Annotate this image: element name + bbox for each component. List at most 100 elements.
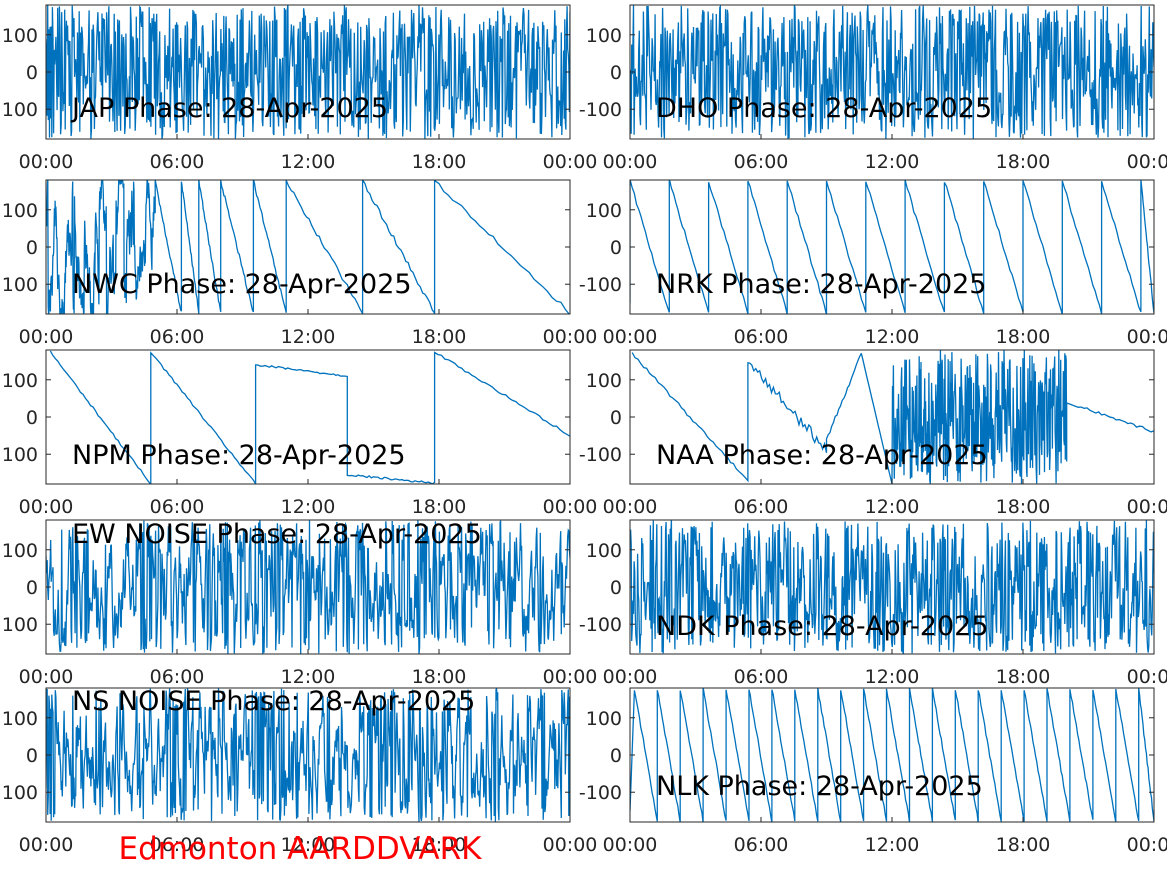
x-tick-label: 00:00 xyxy=(543,151,598,173)
x-tick-label: 18:00 xyxy=(996,834,1051,856)
x-tick-label: 06:00 xyxy=(150,151,205,173)
x-tick-label: 00:00 xyxy=(1127,834,1167,856)
y-tick-label: -100 xyxy=(579,274,622,296)
x-tick-label: 06:00 xyxy=(734,496,789,518)
panel-4: 100 0 -100 00:00 06:00 12:00 18:00 00:00 NRK Pha… xyxy=(579,179,1167,348)
y-tick-label: -100 xyxy=(579,782,622,804)
x-tick-label: 06:00 xyxy=(734,326,789,348)
x-tick-label: 12:00 xyxy=(281,496,336,518)
panel-title: DHO Phase: 28-Apr-2025 xyxy=(656,93,992,124)
phase-series-line xyxy=(46,520,570,654)
phase-series-line xyxy=(630,5,1154,139)
x-tick-label: 00:00 xyxy=(19,666,74,688)
phase-series-line xyxy=(46,688,570,822)
x-tick-label: 00:00 xyxy=(603,834,658,856)
y-tick-label: 100 xyxy=(2,200,38,222)
x-tick-label: 00:00 xyxy=(543,834,598,856)
y-tick-label: 0 xyxy=(610,237,622,259)
x-tick-label: 06:00 xyxy=(734,834,789,856)
x-tick-label: 06:00 xyxy=(150,326,205,348)
y-tick-label: 100 xyxy=(586,25,622,47)
x-tick-label: 00:00 xyxy=(603,151,658,173)
y-tick-label: -100 xyxy=(579,614,622,636)
x-tick-label: 12:00 xyxy=(865,834,920,856)
y-tick-label: 100 xyxy=(2,444,38,466)
y-tick-label: -100 xyxy=(579,99,622,121)
y-tick-label: 100 xyxy=(586,200,622,222)
x-tick-label: 18:00 xyxy=(412,326,467,348)
x-tick-label: 12:00 xyxy=(865,666,920,688)
x-tick-label: 18:00 xyxy=(996,666,1051,688)
x-tick-label: 00:00 xyxy=(1127,496,1167,518)
panel-title: NAA Phase: 28-Apr-2025 xyxy=(656,440,988,471)
y-tick-label: 0 xyxy=(26,237,38,259)
y-tick-label: 0 xyxy=(26,745,38,767)
x-tick-label: 18:00 xyxy=(996,151,1051,173)
x-tick-label: 00:00 xyxy=(603,496,658,518)
x-tick-label: 00:00 xyxy=(1127,326,1167,348)
y-tick-label: 0 xyxy=(610,407,622,429)
y-tick-label: 100 xyxy=(2,370,38,392)
y-tick-label: 100 xyxy=(586,540,622,562)
phase-series-line xyxy=(46,180,570,314)
x-tick-label: 00:00 xyxy=(543,496,598,518)
y-tick-label: 0 xyxy=(610,62,622,84)
x-tick-label: 12:00 xyxy=(281,151,336,173)
x-tick-label: 06:00 xyxy=(734,151,789,173)
x-tick-label: 06:00 xyxy=(150,496,205,518)
x-tick-label: 18:00 xyxy=(996,326,1051,348)
panel-3: 100 0 100 00:00 06:00 12:00 18:00 00:00 NWC Phas… xyxy=(2,179,597,348)
y-tick-label: 100 xyxy=(2,99,38,121)
panel-title: JAP Phase: 28-Apr-2025 xyxy=(70,93,388,124)
panel-5: 100 0 100 00:00 06:00 12:00 18:00 00:00 NPM Phas… xyxy=(2,349,598,518)
y-tick-label: 0 xyxy=(26,62,38,84)
y-tick-label: 100 xyxy=(2,708,38,730)
x-tick-label: 06:00 xyxy=(150,834,205,856)
panel-8: 100 0 -100 00:00 06:00 12:00 18:00 00:00 NDK Pha… xyxy=(579,519,1167,688)
x-tick-label: 18:00 xyxy=(996,496,1051,518)
x-tick-label: 18:00 xyxy=(412,666,467,688)
y-tick-label: 100 xyxy=(586,708,622,730)
x-tick-label: 12:00 xyxy=(281,834,336,856)
panel-title: NWC Phase: 28-Apr-2025 xyxy=(72,269,412,300)
x-tick-label: 06:00 xyxy=(734,666,789,688)
x-tick-label: 00:00 xyxy=(543,666,598,688)
x-tick-label: 12:00 xyxy=(281,666,336,688)
y-tick-label: 100 xyxy=(586,370,622,392)
phase-series-line xyxy=(46,5,570,139)
x-tick-label: 18:00 xyxy=(412,496,467,518)
x-tick-label: 18:00 xyxy=(412,834,467,856)
x-tick-label: 12:00 xyxy=(281,326,336,348)
phase-series-line xyxy=(630,520,1154,654)
y-tick-label: 100 xyxy=(2,782,38,804)
y-tick-label: 100 xyxy=(2,25,38,47)
panel-title: NS NOISE Phase: 28-Apr-2025 xyxy=(72,686,475,717)
x-tick-label: 00:00 xyxy=(19,834,74,856)
x-tick-label: 06:00 xyxy=(150,666,205,688)
y-tick-label: 0 xyxy=(26,407,38,429)
panel-title: NRK Phase: 28-Apr-2025 xyxy=(656,269,987,300)
y-tick-label: 100 xyxy=(2,274,38,296)
phase-series-line xyxy=(49,350,570,484)
panel-1: 100 0 100 00:00 06:00 12:00 18:00 00:00 JAP Phas… xyxy=(2,4,598,173)
y-tick-label: 0 xyxy=(610,577,622,599)
x-tick-label: 00:00 xyxy=(603,326,658,348)
x-tick-label: 18:00 xyxy=(412,151,467,173)
x-tick-label: 12:00 xyxy=(865,326,920,348)
x-tick-label: 00:00 xyxy=(603,666,658,688)
x-tick-label: 12:00 xyxy=(865,496,920,518)
footer-label: Edmonton AARDDVARK xyxy=(118,831,482,867)
y-tick-label: 0 xyxy=(610,745,622,767)
x-tick-label: 00:00 xyxy=(19,151,74,173)
panels-group: 100 0 100 00:00 06:00 12:00 18:00 00:00 JAP Phas… xyxy=(2,4,1167,856)
y-tick-label: 100 xyxy=(2,540,38,562)
panel-6: 100 0 -100 00:00 06:00 12:00 18:00 00:00 NAA Pha… xyxy=(579,349,1167,518)
phase-series-line xyxy=(630,180,1154,314)
y-tick-label: 0 xyxy=(26,577,38,599)
x-tick-label: 00:00 xyxy=(19,326,74,348)
phase-series-line xyxy=(631,350,1154,484)
panel-9: 100 0 100 00:00 06:00 12:00 18:00 00:00 NS NOISE… xyxy=(2,686,598,856)
panel-10: 100 0 -100 00:00 06:00 12:00 18:00 00:00 NLK Pha… xyxy=(579,687,1167,856)
panel-title: EW NOISE Phase: 28-Apr-2025 xyxy=(72,519,482,550)
y-tick-label: 100 xyxy=(2,614,38,636)
